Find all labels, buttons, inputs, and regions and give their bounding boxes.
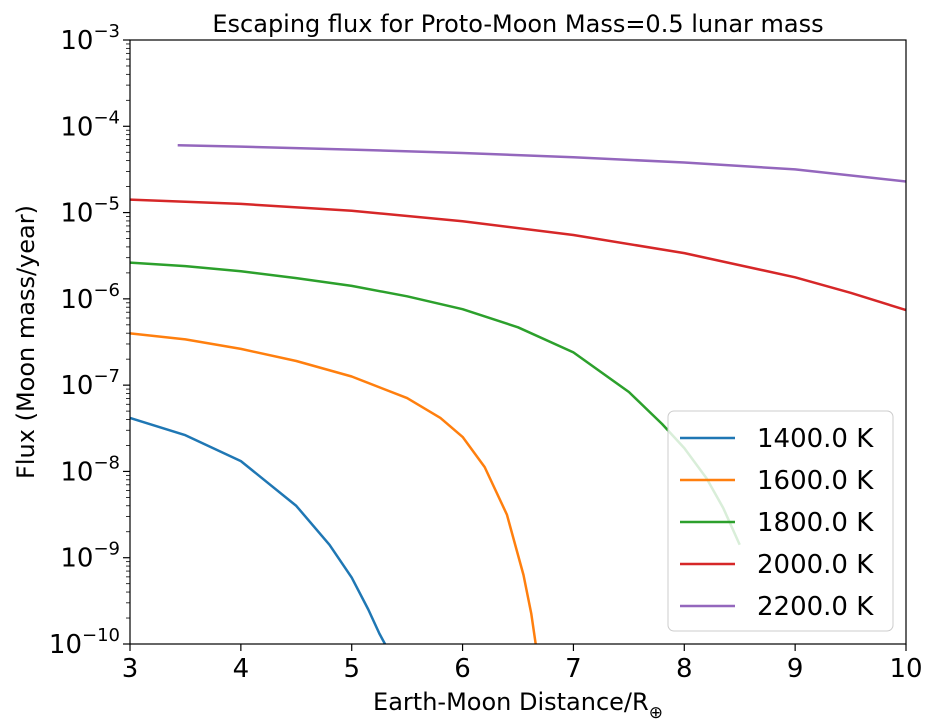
x-tick-label: 5 xyxy=(343,654,360,684)
x-axis-label: Earth-Moon Distance/R⊕ xyxy=(373,688,663,723)
x-tick-label: 4 xyxy=(233,654,250,684)
x-tick-label: 6 xyxy=(454,654,471,684)
x-axis-ticks: 3 4 5 6 7 8 9 10 xyxy=(122,644,923,684)
y-tick-exponent: −8 xyxy=(93,452,120,473)
y-tick-label: 10−10 xyxy=(49,625,120,660)
x-axis-label-text: Earth-Moon Distance/R xyxy=(373,688,649,716)
x-axis-label-subscript: ⊕ xyxy=(649,703,663,723)
y-tick-base: 10 xyxy=(60,26,93,56)
y-tick-label: 10−6 xyxy=(60,280,120,315)
legend: 1400.0 K 1600.0 K 1800.0 K 2000.0 K 2200.0 K xyxy=(667,410,894,632)
legend-entry-label: 2000.0 K xyxy=(757,550,874,580)
x-tick-label: 8 xyxy=(676,654,693,684)
series-layer xyxy=(130,144,906,644)
y-tick-exponent: −5 xyxy=(93,194,120,215)
y-tick-exponent: −4 xyxy=(93,107,120,128)
y-tick-base: 10 xyxy=(60,371,93,401)
y-axis-label: Flux (Moon mass/year) xyxy=(12,205,40,479)
x-tick-label: 10 xyxy=(889,654,922,684)
y-tick-exponent: −9 xyxy=(93,539,120,560)
y-tick-base: 10 xyxy=(60,199,93,229)
legend-entry-label: 2200.0 K xyxy=(757,592,874,622)
y-tick-label: 10−5 xyxy=(60,194,120,229)
y-tick-base: 10 xyxy=(60,544,93,574)
y-tick-exponent: −10 xyxy=(82,625,120,646)
x-tick-label: 7 xyxy=(565,654,582,684)
y-tick-base: 10 xyxy=(60,112,93,142)
legend-entry-label: 1400.0 K xyxy=(757,424,874,454)
y-tick-label: 10−3 xyxy=(60,21,120,56)
series-line-2200k xyxy=(177,144,906,183)
y-tick-exponent: −3 xyxy=(93,21,120,42)
x-tick-label: 9 xyxy=(787,654,804,684)
chart-title: Escaping flux for Proto-Moon Mass=0.5 lu… xyxy=(212,10,823,38)
y-tick-exponent: −6 xyxy=(93,280,120,301)
legend-entry-label: 1600.0 K xyxy=(757,466,874,496)
series-line-2000k xyxy=(130,198,906,312)
x-tick-label: 3 xyxy=(122,654,139,684)
y-tick-base: 10 xyxy=(60,285,93,315)
legend-frame xyxy=(667,410,894,632)
y-tick-base: 10 xyxy=(60,457,93,487)
series-line-1600k xyxy=(130,332,537,644)
y-tick-label: 10−8 xyxy=(60,452,120,487)
plot-frame xyxy=(129,39,907,645)
y-tick-base: 10 xyxy=(49,630,82,660)
series-line-1400k xyxy=(130,416,387,644)
y-tick-label: 10−7 xyxy=(60,366,120,401)
y-tick-label: 10−4 xyxy=(60,107,120,142)
legend-entry-label: 1800.0 K xyxy=(757,508,874,538)
series-line-1800k xyxy=(130,261,741,546)
y-tick-exponent: −7 xyxy=(93,366,120,387)
y-tick-label: 10−9 xyxy=(60,539,120,574)
